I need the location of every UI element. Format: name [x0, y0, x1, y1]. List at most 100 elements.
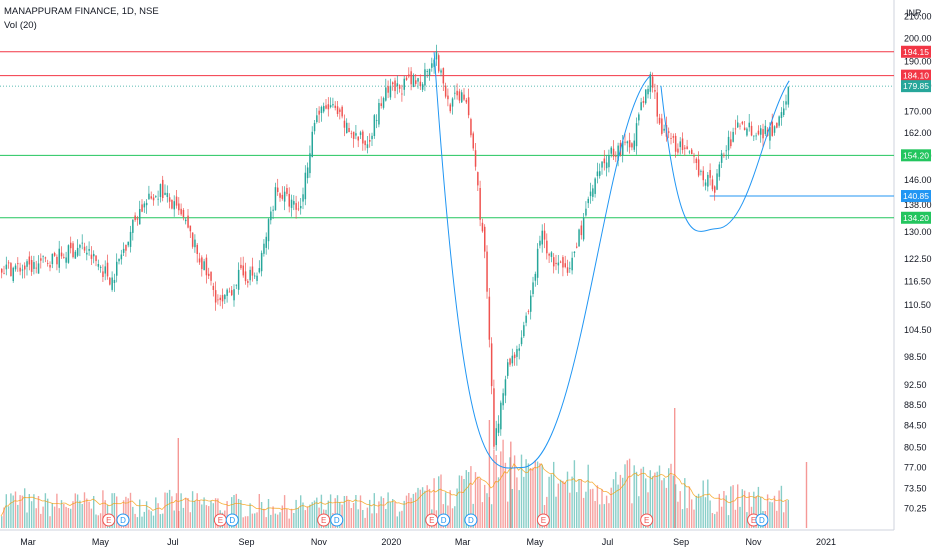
volume-bar	[601, 489, 603, 528]
volume-bar	[527, 463, 530, 528]
candle-body	[86, 252, 88, 255]
volume-bar	[486, 493, 488, 528]
candle-body	[592, 188, 594, 197]
volume-bar	[734, 509, 737, 528]
dividend-marker	[437, 513, 451, 527]
candle-body	[272, 209, 274, 211]
price-tag	[901, 190, 931, 203]
earnings-marker-label: E	[321, 516, 326, 525]
volume-bar	[104, 500, 106, 528]
volume-bar	[203, 497, 205, 528]
candle-body	[182, 210, 185, 217]
volume-bar	[380, 496, 382, 528]
volume-bar	[150, 511, 152, 528]
candle-body	[415, 80, 417, 84]
candle-body	[700, 170, 702, 172]
candle-body	[178, 203, 180, 211]
candle-body	[704, 182, 707, 186]
candle-body	[488, 296, 491, 340]
volume-bar	[17, 504, 19, 528]
candle-body	[228, 291, 231, 293]
volume-bar	[725, 495, 727, 528]
candle-body	[366, 144, 369, 149]
candle-body	[44, 257, 47, 259]
volume-bar	[571, 476, 573, 528]
candle-body	[152, 197, 155, 201]
volume-bar	[113, 493, 116, 528]
candle-body	[424, 69, 426, 86]
candle-body	[120, 254, 123, 260]
candle-body	[663, 128, 665, 131]
volume-bar	[134, 513, 136, 528]
volume-bar	[286, 508, 288, 528]
volume-bar	[60, 500, 63, 528]
volume-bar	[1, 516, 3, 528]
candle-body	[709, 170, 711, 178]
candle-body	[474, 150, 477, 167]
volume-bar	[346, 495, 348, 528]
dividend-marker-label: D	[759, 516, 765, 525]
volume-bar	[562, 480, 564, 528]
candle-body	[392, 82, 394, 85]
volume-bar	[389, 502, 392, 528]
price-tag-label: 154.20	[903, 150, 929, 160]
earnings-marker	[640, 513, 654, 527]
candle-body	[691, 149, 693, 154]
candle-body	[51, 253, 54, 265]
volume-bar	[541, 464, 543, 528]
volume-bar	[760, 496, 762, 528]
volume-bar	[56, 493, 58, 528]
volume-bar	[633, 465, 635, 528]
candle-body	[389, 85, 392, 98]
candle-body	[251, 266, 254, 276]
volume-bar	[456, 488, 458, 528]
candle-body	[714, 186, 716, 193]
candle-body	[343, 120, 346, 128]
volume-bar	[688, 486, 691, 528]
candle-body	[688, 151, 691, 153]
candle-body	[63, 257, 65, 258]
price-tag	[901, 149, 931, 162]
candle-body	[19, 267, 21, 272]
volume-bar	[720, 506, 723, 528]
volume-bar	[329, 494, 332, 528]
volume-bar	[373, 493, 375, 528]
candle-body	[28, 256, 31, 265]
candle-body	[760, 128, 762, 135]
candle-body	[645, 89, 647, 104]
volume-bar	[279, 512, 281, 528]
volume-bar	[185, 497, 187, 528]
candle-body	[578, 229, 580, 247]
candle-body	[74, 251, 77, 259]
candle-body	[242, 265, 244, 276]
price-tick-label: 122.50	[904, 254, 932, 264]
candle-body	[661, 118, 663, 134]
volume-bar	[302, 502, 304, 528]
candle-body	[553, 257, 555, 267]
price-tick-label: 138.00	[904, 200, 932, 210]
volume-moving-average	[0, 463, 788, 517]
candle-body	[260, 252, 263, 272]
volume-bar	[631, 503, 633, 528]
candle-body	[638, 114, 640, 121]
candle-body	[224, 294, 226, 300]
volume-bar	[392, 499, 394, 528]
volume-bar	[573, 460, 576, 528]
candle-body	[741, 121, 744, 124]
volume-bar	[723, 491, 725, 528]
volume-bar	[65, 506, 67, 528]
price-tick-label: 80.50	[904, 442, 927, 452]
candle-body	[201, 257, 203, 270]
volume-bar	[651, 476, 654, 528]
volume-bar	[111, 493, 113, 528]
candle-body	[373, 115, 376, 136]
candle-body	[76, 247, 79, 256]
candle-body	[746, 128, 748, 136]
price-tag	[901, 80, 931, 93]
volume-bar	[258, 494, 260, 528]
candle-body	[134, 215, 136, 221]
candle-body	[65, 257, 67, 263]
candle-body	[116, 261, 118, 276]
candle-body	[626, 141, 629, 144]
